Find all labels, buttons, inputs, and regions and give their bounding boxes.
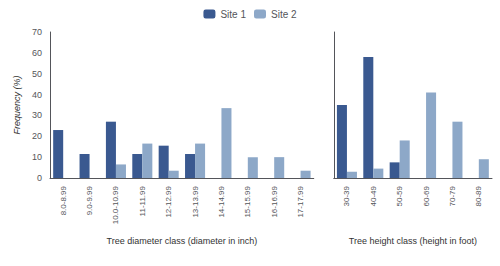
svg-text:10.0-10.99: 10.0-10.99 <box>111 185 120 224</box>
svg-text:11-11.99: 11-11.99 <box>138 185 147 216</box>
svg-text:40: 40 <box>32 90 42 100</box>
svg-text:60-69: 60-69 <box>422 185 431 206</box>
svg-text:16-16.99: 16-16.99 <box>270 185 279 217</box>
svg-text:60: 60 <box>32 48 42 58</box>
svg-text:15-15.99: 15-15.99 <box>243 185 252 217</box>
svg-text:30-39: 30-39 <box>342 185 351 206</box>
svg-text:Site 2: Site 2 <box>271 9 297 20</box>
svg-text:17-17.99: 17-17.99 <box>296 185 305 217</box>
svg-text:80-89: 80-89 <box>474 185 483 206</box>
svg-text:Site 1: Site 1 <box>220 9 246 20</box>
svg-text:30: 30 <box>32 110 42 120</box>
svg-text:14-14.99: 14-14.99 <box>217 185 226 217</box>
svg-text:Tree height class (height in f: Tree height class (height in foot) <box>349 236 477 246</box>
svg-text:20: 20 <box>32 131 42 141</box>
svg-text:12-12.99: 12-12.99 <box>164 185 173 217</box>
svg-text:10: 10 <box>32 152 42 162</box>
svg-text:0: 0 <box>37 173 42 183</box>
svg-text:40-49: 40-49 <box>369 185 378 206</box>
svg-text:Tree diameter class (diameter: Tree diameter class (diameter in inch) <box>107 236 258 246</box>
svg-text:70-79: 70-79 <box>448 185 457 206</box>
svg-text:13-13.99: 13-13.99 <box>191 185 200 217</box>
svg-text:Frequency (%): Frequency (%) <box>12 75 22 134</box>
svg-text:8.0-8.99: 8.0-8.99 <box>59 185 68 215</box>
svg-text:9.0-9.99: 9.0-9.99 <box>85 185 94 215</box>
svg-text:50-59: 50-59 <box>395 185 404 206</box>
svg-text:50: 50 <box>32 69 42 79</box>
svg-text:70: 70 <box>32 27 42 37</box>
